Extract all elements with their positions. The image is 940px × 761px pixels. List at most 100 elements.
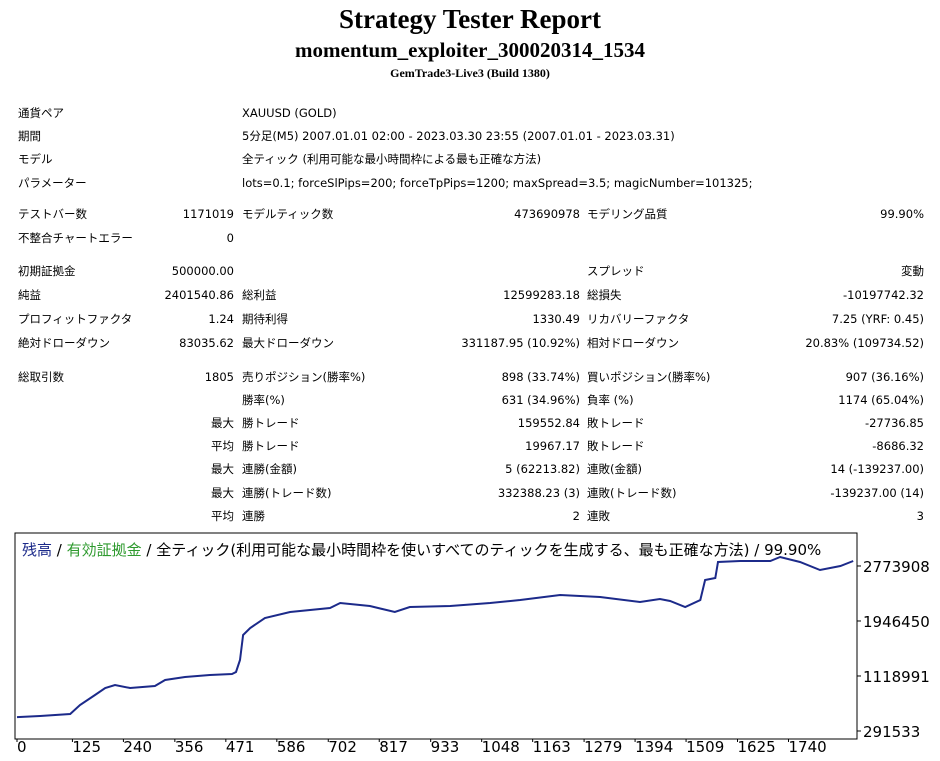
stat-value: 最大 [211, 462, 234, 476]
stat-label: 勝トレード [242, 416, 300, 430]
stat-label: 売りポジション(勝率%) [242, 370, 366, 384]
stat-value: 19967.17 [525, 439, 580, 453]
x-tick-label: 356 [175, 738, 204, 756]
server-info: GemTrade3-Live3 (Build 1380) [390, 66, 550, 80]
x-tick-label: 1625 [738, 738, 776, 756]
stat-value: 平均 [211, 439, 234, 453]
legend-separator: / [52, 541, 67, 559]
stat-value: 331187.95 (10.92%) [461, 336, 580, 350]
stat-label: 総損失 [587, 288, 622, 302]
stat-value: 1330.49 [532, 312, 580, 326]
stat-label: 連勝(金額) [242, 462, 297, 476]
stat-value: 20.83% (109734.52) [805, 336, 924, 350]
info-label: モデル [18, 152, 53, 166]
x-tick-label: 1163 [533, 738, 571, 756]
stat-label: 連敗 [587, 509, 610, 523]
stat-value: 1174 (65.04%) [838, 393, 924, 407]
x-tick-label: 1509 [686, 738, 724, 756]
stat-label: 敗トレード [587, 416, 645, 430]
legend-caption: 全ティック(利用可能な最小時間枠を使いすべてのティックを生成する、最も正確な方法… [156, 541, 749, 559]
stat-value: 907 (36.16%) [845, 370, 924, 384]
stat-value: 最大 [211, 416, 234, 430]
stat-value: 332388.23 (3) [497, 486, 580, 500]
y-tick-label: 2773908 [863, 558, 930, 576]
info-value: 全ティック (利用可能な最小時間枠による最も正確な方法) [242, 152, 542, 166]
stat-label: 総利益 [242, 288, 277, 302]
stat-label: 不整合チャートエラー [18, 231, 133, 245]
stat-value: 12599283.18 [503, 288, 580, 302]
stat-value: 500000.00 [171, 264, 234, 278]
stat-value: 平均 [211, 509, 234, 523]
stat-label: 連勝 [242, 509, 265, 523]
stat-value: 2 [572, 509, 580, 523]
stat-label: 絶対ドローダウン [18, 336, 110, 350]
stat-value: 5 (62213.82) [505, 462, 580, 476]
stat-label: モデルティック数 [242, 207, 334, 221]
legend-separator: / [749, 541, 764, 559]
stat-label: 総取引数 [18, 370, 64, 384]
info-value: lots=0.1; forceSlPips=200; forceTpPips=1… [242, 176, 753, 190]
stat-value: -10197742.32 [843, 288, 924, 302]
balance-line [16, 555, 854, 719]
stat-value: 最大 [211, 486, 234, 500]
x-tick-label: 0 [17, 738, 27, 756]
stat-label: 敗トレード [587, 439, 645, 453]
stat-label: プロフィットファクタ [18, 312, 133, 326]
stat-label: 勝率(%) [242, 393, 285, 407]
stat-label: 初期証拠金 [18, 264, 76, 278]
info-label: 通貨ペア [18, 106, 64, 120]
stat-label: スプレッド [587, 264, 645, 278]
x-tick-label: 471 [226, 738, 255, 756]
x-tick-label: 586 [277, 738, 306, 756]
stat-label: 勝トレード [242, 439, 300, 453]
stat-label: 買いポジション(勝率%) [587, 370, 711, 384]
legend-balance: 残高 [22, 541, 52, 559]
stat-label: テストバー数 [18, 207, 87, 221]
stat-label: 連敗(トレード数) [587, 486, 677, 500]
stat-value: -139237.00 (14) [830, 486, 924, 500]
info-value: 5分足(M5) 2007.01.01 02:00 - 2023.03.30 23… [242, 129, 675, 143]
stat-value: 99.90% [880, 207, 924, 221]
stat-value: 898 (33.74%) [501, 370, 580, 384]
x-tick-label: 240 [123, 738, 152, 756]
stat-value: 14 (-139237.00) [830, 462, 924, 476]
stat-label: 連勝(トレード数) [242, 486, 332, 500]
y-tick-label: 291533 [863, 723, 920, 741]
x-tick-label: 1279 [584, 738, 622, 756]
stat-value: 7.25 (YRF: 0.45) [831, 312, 924, 326]
x-tick-label: 1740 [788, 738, 826, 756]
stat-value: 1.24 [208, 312, 234, 326]
legend-equity: 有効証拠金 [67, 541, 142, 559]
legend-quality: 99.90% [764, 541, 821, 559]
stat-label: 最大ドローダウン [242, 336, 334, 350]
x-tick-label: 125 [72, 738, 101, 756]
stat-value: 2401540.86 [164, 288, 234, 302]
stat-value: 1171019 [182, 207, 234, 221]
plot-frame [14, 532, 858, 740]
y-tick-label: 1946450 [863, 613, 930, 631]
report-subtitle: momentum_exploiter_300020314_1534 [295, 38, 645, 62]
stat-value: 0 [226, 231, 234, 245]
x-tick-label: 817 [379, 738, 408, 756]
x-tick-label: 1394 [635, 738, 673, 756]
stat-label: 純益 [18, 288, 41, 302]
stat-value: -8686.32 [872, 439, 924, 453]
legend: 残高 / 有効証拠金 / 全ティック(利用可能な最小時間枠を使いすべてのティック… [22, 541, 821, 559]
x-tick-label: 1048 [482, 738, 520, 756]
stat-value: 3 [916, 509, 924, 523]
stat-value: 変動 [901, 264, 924, 278]
stat-value: 473690978 [514, 207, 580, 221]
stat-label: 連敗(金額) [587, 462, 642, 476]
stat-label: 期待利得 [242, 312, 288, 326]
stat-label: リカバリーファクタ [587, 312, 690, 326]
stat-label: モデリング品質 [587, 207, 668, 221]
stat-value: 1805 [204, 370, 234, 384]
x-tick-label: 933 [431, 738, 460, 756]
stat-value: -27736.85 [864, 416, 924, 430]
stat-value: 631 (34.96%) [501, 393, 580, 407]
stat-label: 負率 (%) [587, 393, 634, 407]
stat-value: 159552.84 [517, 416, 580, 430]
x-tick-label: 702 [328, 738, 357, 756]
